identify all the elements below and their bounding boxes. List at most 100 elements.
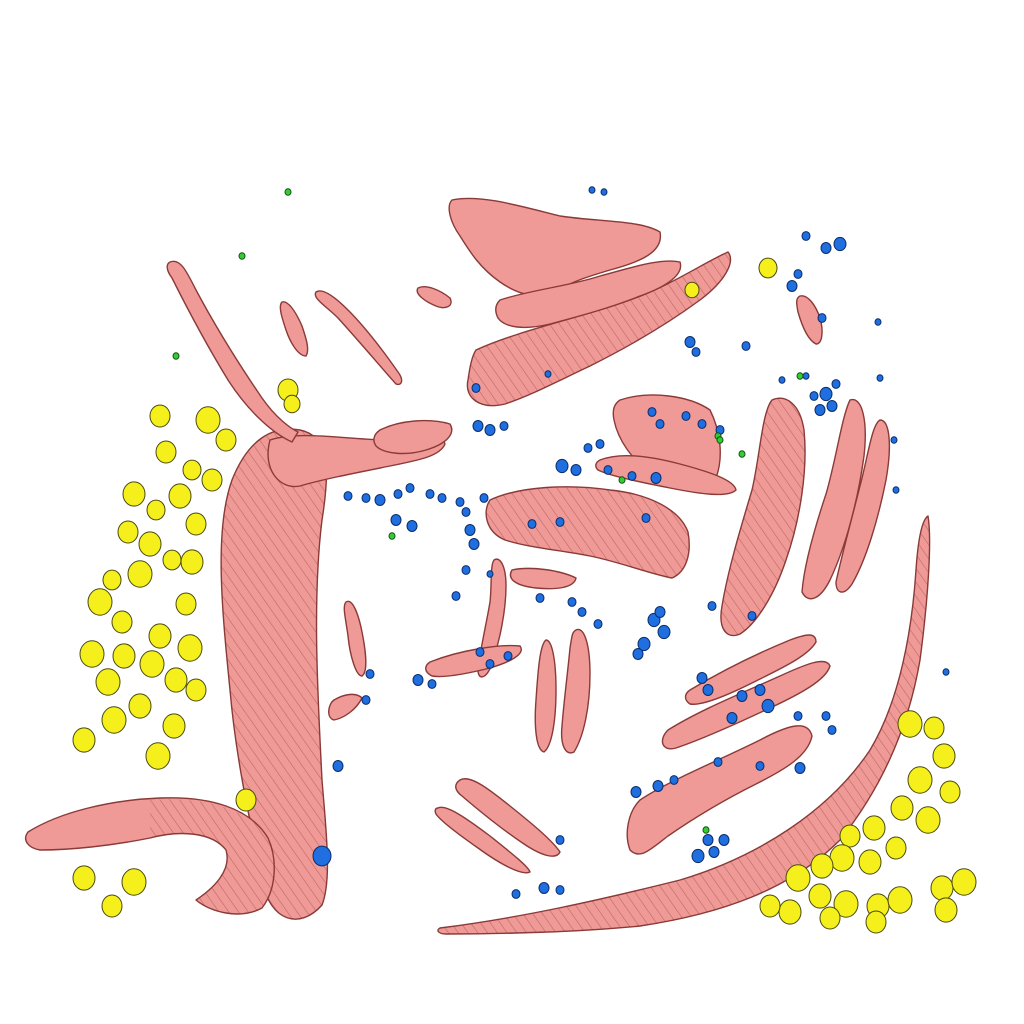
blue-cell bbox=[691, 848, 705, 864]
blue-cell bbox=[475, 647, 485, 657]
blue-cell bbox=[555, 458, 569, 474]
blue-cell bbox=[802, 372, 810, 380]
yellow-cell bbox=[164, 667, 188, 693]
blue-cell bbox=[393, 489, 403, 499]
blue-cell bbox=[427, 679, 437, 689]
yellow-cell bbox=[819, 906, 841, 930]
green-cell bbox=[238, 252, 246, 260]
blue-cell bbox=[511, 889, 521, 899]
yellow-cell bbox=[932, 743, 956, 769]
fiber-center-vertical-3 bbox=[560, 628, 591, 754]
fiber-left-strand-2 bbox=[279, 301, 309, 357]
blue-cell bbox=[471, 383, 481, 393]
green-cell bbox=[702, 826, 710, 834]
blue-cell bbox=[696, 672, 708, 684]
yellow-cell bbox=[102, 569, 122, 591]
blue-cell bbox=[361, 695, 371, 705]
blue-cell bbox=[793, 269, 803, 279]
blue-cell bbox=[600, 188, 608, 196]
blue-cell bbox=[425, 489, 435, 499]
blue-cell bbox=[567, 597, 577, 607]
blue-cell bbox=[593, 619, 603, 629]
yellow-cell bbox=[684, 281, 700, 299]
blue-cell bbox=[669, 775, 679, 785]
yellow-cell bbox=[145, 742, 171, 770]
yellow-cell bbox=[829, 844, 855, 872]
blue-cell bbox=[833, 236, 847, 252]
yellow-cell bbox=[162, 549, 182, 571]
fiber-center-bundle-striation bbox=[486, 486, 690, 578]
blue-cell bbox=[697, 419, 707, 429]
yellow-cell bbox=[79, 640, 105, 668]
blue-cell bbox=[942, 668, 950, 676]
yellow-cell bbox=[128, 693, 152, 719]
blue-cell bbox=[527, 519, 537, 529]
blue-cell bbox=[555, 517, 565, 527]
blue-cell bbox=[726, 712, 738, 724]
blue-cell bbox=[630, 786, 642, 798]
fiber-bottom-center-strand bbox=[455, 778, 561, 857]
blue-cell bbox=[603, 465, 613, 475]
yellow-cell bbox=[122, 481, 146, 507]
yellow-cell bbox=[72, 865, 96, 891]
blue-cell bbox=[761, 698, 775, 714]
blue-cell bbox=[499, 421, 509, 431]
yellow-cell bbox=[897, 710, 923, 738]
blue-cell bbox=[817, 313, 827, 323]
fiber-bottom-center-strand-2 bbox=[434, 806, 531, 874]
blue-cell bbox=[412, 674, 424, 686]
blue-cell bbox=[814, 404, 826, 416]
blue-cell bbox=[555, 835, 565, 845]
blue-cell bbox=[713, 757, 723, 767]
yellow-cell bbox=[923, 716, 945, 740]
yellow-cell bbox=[182, 459, 202, 481]
blue-cell bbox=[778, 376, 786, 384]
yellow-cell bbox=[148, 623, 172, 649]
yellow-cell bbox=[111, 610, 133, 634]
blue-cell bbox=[390, 514, 402, 526]
blue-cell bbox=[681, 411, 691, 421]
yellow-cell bbox=[175, 592, 197, 616]
fiber-top-center-upper-layer bbox=[495, 260, 682, 329]
yellow-cell bbox=[185, 512, 207, 536]
fiber-center-small-stub bbox=[509, 567, 577, 590]
yellow-cell bbox=[862, 815, 886, 841]
blue-cell bbox=[708, 846, 720, 858]
blue-cell bbox=[831, 379, 841, 389]
green-cell bbox=[388, 532, 396, 540]
blue-cell bbox=[718, 834, 730, 846]
fiber-layer bbox=[24, 197, 931, 935]
blue-cell bbox=[890, 436, 898, 444]
yellow-cell bbox=[887, 886, 913, 914]
blue-cell bbox=[754, 684, 766, 696]
yellow-cell-layer bbox=[72, 257, 977, 934]
fiber-right-top-strand bbox=[795, 295, 823, 345]
fiber-mid-left-curve-1 bbox=[343, 600, 367, 677]
green-cell bbox=[738, 450, 746, 458]
blue-cell bbox=[702, 684, 714, 696]
yellow-cell bbox=[177, 634, 203, 662]
blue-cell bbox=[650, 472, 662, 484]
blue-cell bbox=[365, 669, 375, 679]
blue-cell bbox=[741, 341, 751, 351]
yellow-cell bbox=[778, 899, 802, 925]
blue-cell bbox=[747, 611, 757, 621]
yellow-cell bbox=[907, 766, 933, 794]
blue-cell bbox=[361, 493, 371, 503]
blue-cell bbox=[374, 494, 386, 506]
yellow-cell bbox=[155, 440, 177, 464]
green-cell bbox=[284, 188, 292, 196]
blue-cell bbox=[535, 593, 545, 603]
yellow-cell bbox=[112, 643, 136, 669]
yellow-cell bbox=[127, 560, 153, 588]
blue-cell bbox=[484, 424, 496, 436]
yellow-cell bbox=[808, 883, 832, 909]
yellow-cell bbox=[180, 549, 204, 575]
yellow-cell bbox=[934, 897, 958, 923]
yellow-cell bbox=[839, 824, 861, 848]
blue-cell bbox=[691, 347, 701, 357]
blue-cell bbox=[641, 513, 651, 523]
blue-cell bbox=[437, 493, 447, 503]
blue-cell bbox=[406, 520, 418, 532]
blue-cell bbox=[892, 486, 900, 494]
